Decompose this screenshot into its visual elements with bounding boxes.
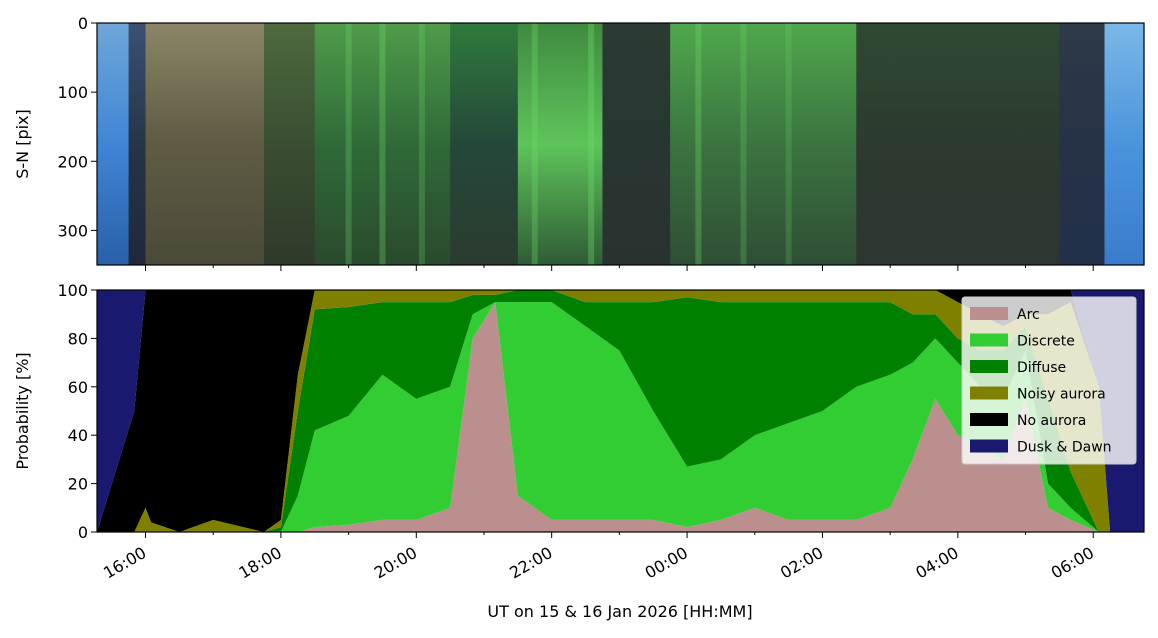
y-tick-label: 60 [68, 378, 88, 397]
keogram-y-label: S-N [pix] [13, 109, 32, 179]
keogram-band [450, 23, 519, 265]
keogram-panel: 0 100 200 300 S-N [pix] [13, 14, 1145, 271]
legend-label: Noisy aurora [1017, 387, 1106, 403]
aurora-streak [418, 23, 425, 265]
keogram-frame [96, 22, 1145, 266]
keogram-y-axis: 0 100 200 300 [57, 14, 97, 240]
y-tick-label: 80 [68, 329, 88, 348]
keogram-band [128, 23, 147, 265]
keogram-band [856, 23, 1060, 265]
aurora-streak [588, 23, 595, 265]
probability-panel: 0 20 40 60 80 100 16:00 18:00 20:00 22:00 00:00 02… [13, 281, 1145, 621]
y-tick-label: 300 [57, 221, 88, 240]
x-tick-label: 06:00 [1048, 543, 1097, 583]
legend-swatch [970, 333, 1008, 347]
keogram-band [1059, 23, 1106, 265]
keogram-image [97, 23, 1145, 265]
keogram-band [602, 23, 671, 265]
x-tick-label: 20:00 [371, 543, 420, 583]
y-tick-label: 0 [78, 14, 88, 33]
keogram-band [1104, 23, 1145, 265]
probability-x-axis: 16:00 18:00 20:00 22:00 00:00 02:00 04:00 06:00 [100, 532, 1097, 583]
keogram-band [314, 23, 451, 265]
area-diffuse [97, 290, 1144, 532]
legend-label: Dusk & Dawn [1017, 440, 1112, 456]
aurora-streak [531, 23, 538, 265]
y-tick-label: 200 [57, 152, 88, 171]
keogram-band [97, 23, 130, 265]
x-tick-label: 00:00 [642, 543, 691, 583]
legend-label: No aurora [1017, 413, 1086, 429]
x-tick-label: 04:00 [912, 543, 961, 583]
y-tick-label: 100 [57, 281, 88, 300]
aurora-streak [785, 23, 792, 265]
keogram-band [263, 23, 316, 265]
x-tick-label: 02:00 [777, 543, 826, 583]
aurora-streak [379, 23, 386, 265]
keogram-band [670, 23, 857, 265]
legend-swatch [970, 413, 1008, 426]
y-tick-label: 100 [57, 83, 88, 102]
x-tick-label: 22:00 [506, 543, 555, 583]
legend-label: Arc [1017, 307, 1040, 323]
aurora-streak [345, 23, 352, 265]
area-discrete [97, 302, 1144, 532]
keogram-x-axis [145, 265, 1094, 271]
legend-label: Discrete [1017, 334, 1075, 350]
keogram-band [517, 23, 604, 265]
aurora-streak [740, 23, 747, 265]
keogram-band [145, 23, 265, 265]
legend-swatch [970, 439, 1008, 453]
x-tick-label: 16:00 [100, 543, 149, 583]
probability-y-label: Probability [%] [13, 352, 32, 469]
legend-swatch [970, 386, 1008, 400]
x-axis-label: UT on 15 & 16 Jan 2026 [HH:MM] [487, 602, 752, 621]
legend-label: Diffuse [1017, 360, 1066, 376]
aurora-streak [695, 23, 702, 265]
area-arc [97, 302, 1144, 532]
legend-swatch [970, 360, 1008, 373]
x-tick-label: 18:00 [235, 543, 284, 583]
legend-swatch [970, 307, 1008, 320]
y-tick-label: 0 [78, 523, 88, 542]
probability-frame [96, 289, 1145, 533]
legend: Arc Discrete Diffuse Noisy aurora No aurora D… [961, 296, 1137, 465]
probability-y-axis: 0 20 40 60 80 100 [57, 281, 97, 542]
y-tick-label: 40 [68, 426, 88, 445]
y-tick-label: 20 [68, 475, 88, 494]
